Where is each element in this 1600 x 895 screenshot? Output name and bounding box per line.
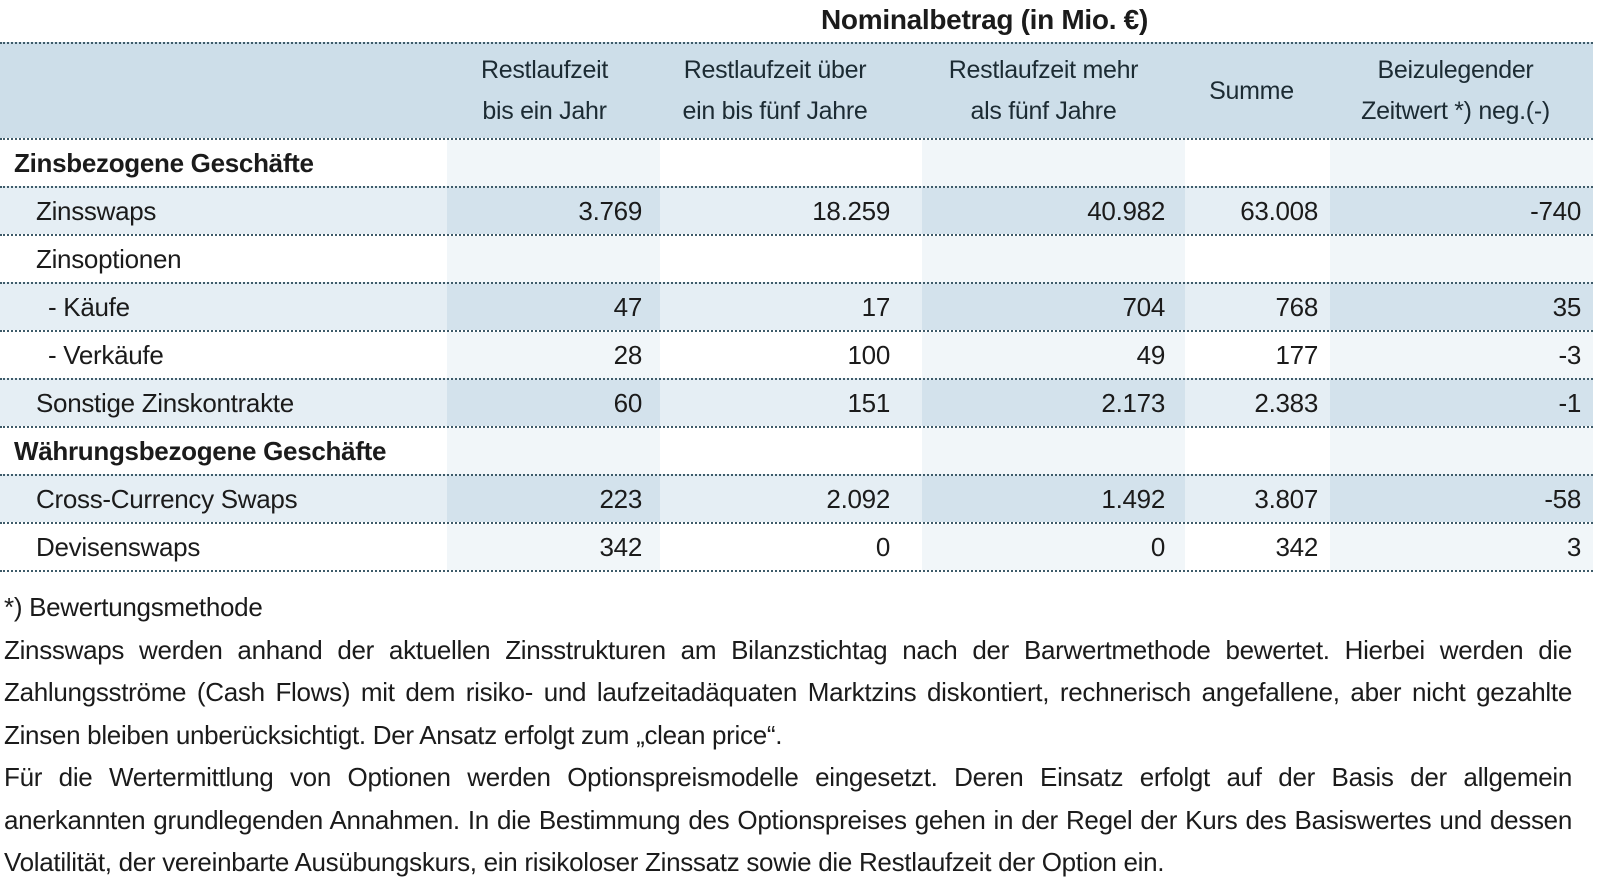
cell-value: 17 bbox=[861, 291, 891, 322]
cell-value: 342 bbox=[1275, 531, 1319, 562]
cell-value bbox=[1185, 236, 1330, 282]
row-label: Devisenswaps bbox=[36, 531, 201, 562]
cell-value: 0 bbox=[875, 531, 890, 562]
cell-value bbox=[1330, 140, 1593, 186]
cell-value bbox=[922, 140, 1185, 186]
row-label: Sonstige Zinskontrakte bbox=[36, 387, 294, 418]
header-line-2: Zeitwert *) neg.(-) bbox=[1361, 97, 1550, 125]
cell-value: 0 bbox=[922, 524, 1185, 570]
row-label: - Käufe bbox=[48, 291, 130, 322]
header-line-2: bis ein Jahr bbox=[482, 97, 607, 125]
column-header-summe: Summe bbox=[1185, 44, 1330, 138]
cell-value bbox=[1185, 140, 1330, 186]
cell-value: 18.259 bbox=[812, 195, 890, 226]
header-empty-cell bbox=[0, 44, 447, 138]
header-line-2: ein bis fünf Jahre bbox=[682, 97, 868, 125]
cell-value: 768 bbox=[1275, 291, 1319, 322]
table-row-cross-currency-swaps: Cross-Currency Swaps 223 2.092 1.492 3.8… bbox=[0, 474, 1593, 522]
nominal-amount-table: Restlaufzeit bis ein Jahr Restlaufzeit ü… bbox=[0, 42, 1593, 572]
cell-value: 2.173 bbox=[922, 380, 1185, 426]
cell-value: 2.383 bbox=[1254, 387, 1318, 418]
cell-value: 342 bbox=[447, 524, 660, 570]
cell-value bbox=[922, 236, 1185, 282]
cell-value bbox=[1185, 428, 1330, 474]
column-header-restlaufzeit-mehr-fuenf: Restlaufzeit mehr als fünf Jahre bbox=[922, 44, 1185, 138]
header-line-1: Restlaufzeit bbox=[480, 56, 608, 84]
header-line-1: Restlaufzeit mehr bbox=[948, 56, 1139, 84]
cell-value: 47 bbox=[447, 284, 660, 330]
cell-value: 3.807 bbox=[1254, 483, 1318, 514]
footnote-marker: *) Bewertungsmethode bbox=[4, 592, 263, 622]
cell-value: 151 bbox=[847, 387, 891, 418]
cell-value bbox=[447, 140, 660, 186]
header-line-1: Restlaufzeit über bbox=[683, 56, 867, 84]
row-label: Währungsbezogene Geschäfte bbox=[14, 435, 387, 466]
cell-value: 3.769 bbox=[447, 188, 660, 234]
cell-value: 100 bbox=[847, 339, 891, 370]
cell-value: 28 bbox=[447, 332, 660, 378]
row-label: Zinsoptionen bbox=[36, 243, 182, 274]
cell-value: 1.492 bbox=[922, 476, 1185, 522]
table-title: Nominalbetrag (in Mio. €) bbox=[821, 4, 1148, 35]
table-row-zinsbezogene-geschaefte: Zinsbezogene Geschäfte bbox=[0, 138, 1593, 186]
cell-value bbox=[660, 428, 922, 474]
table-row-devisenswaps: Devisenswaps 342 0 0 342 3 bbox=[0, 522, 1593, 570]
column-header-restlaufzeit-bis-ein-jahr: Restlaufzeit bis ein Jahr bbox=[447, 44, 660, 138]
cell-value bbox=[922, 428, 1185, 474]
header-line-2: Summe bbox=[1209, 76, 1294, 105]
row-label: Zinsbezogene Geschäfte bbox=[14, 147, 314, 178]
table-row-kaeufe: - Käufe 47 17 704 768 35 bbox=[0, 282, 1593, 330]
cell-value bbox=[660, 140, 922, 186]
cell-value: 704 bbox=[922, 284, 1185, 330]
column-header-beizulegender-zeitwert: Beizulegender Zeitwert *) neg.(-) bbox=[1330, 44, 1593, 138]
cell-value: -58 bbox=[1330, 476, 1593, 522]
footnote-block: *) Bewertungsmethode Zinsswaps werden an… bbox=[0, 572, 1572, 884]
table-row-zinsoptionen: Zinsoptionen bbox=[0, 234, 1593, 282]
table-row-waehrungsbezogene-geschaefte: Währungsbezogene Geschäfte bbox=[0, 426, 1593, 474]
footnote-paragraph-swaps: Zinsswaps werden anhand der aktuellen Zi… bbox=[4, 634, 1572, 750]
column-header-restlaufzeit-ein-bis-fuenf: Restlaufzeit über ein bis fünf Jahre bbox=[660, 44, 922, 138]
cell-value bbox=[1330, 428, 1593, 474]
cell-value bbox=[447, 428, 660, 474]
cell-value: -740 bbox=[1330, 188, 1593, 234]
cell-value bbox=[1330, 236, 1593, 282]
cell-value: 2.092 bbox=[826, 483, 890, 514]
header-line-1: Beizulegender bbox=[1377, 56, 1534, 84]
cell-value: -1 bbox=[1330, 380, 1593, 426]
table-row-verkaeufe: - Verkäufe 28 100 49 177 -3 bbox=[0, 330, 1593, 378]
row-label: - Verkäufe bbox=[48, 339, 164, 370]
cell-value bbox=[660, 236, 922, 282]
footnote-paragraph-options: Für die Wertermittlung von Optionen werd… bbox=[4, 762, 1572, 877]
cell-value: 60 bbox=[447, 380, 660, 426]
report-page: Nominalbetrag (in Mio. €) Restlaufzeit b… bbox=[0, 4, 1600, 895]
table-row-sonstige-zinskontrakte: Sonstige Zinskontrakte 60 151 2.173 2.38… bbox=[0, 378, 1593, 426]
cell-value: -3 bbox=[1330, 332, 1593, 378]
row-label: Zinsswaps bbox=[36, 195, 157, 226]
cell-value: 49 bbox=[922, 332, 1185, 378]
header-line-2: als fünf Jahre bbox=[970, 97, 1117, 125]
table-header-row: Restlaufzeit bis ein Jahr Restlaufzeit ü… bbox=[0, 42, 1593, 138]
cell-value bbox=[447, 236, 660, 282]
row-label: Cross-Currency Swaps bbox=[36, 483, 298, 514]
cell-value: 223 bbox=[447, 476, 660, 522]
cell-value: 35 bbox=[1330, 284, 1593, 330]
table-row-zinsswaps: Zinsswaps 3.769 18.259 40.982 63.008 -74… bbox=[0, 186, 1593, 234]
cell-value: 63.008 bbox=[1240, 195, 1318, 226]
cell-value: 177 bbox=[1275, 339, 1319, 370]
cell-value: 3 bbox=[1330, 524, 1593, 570]
cell-value: 40.982 bbox=[922, 188, 1185, 234]
